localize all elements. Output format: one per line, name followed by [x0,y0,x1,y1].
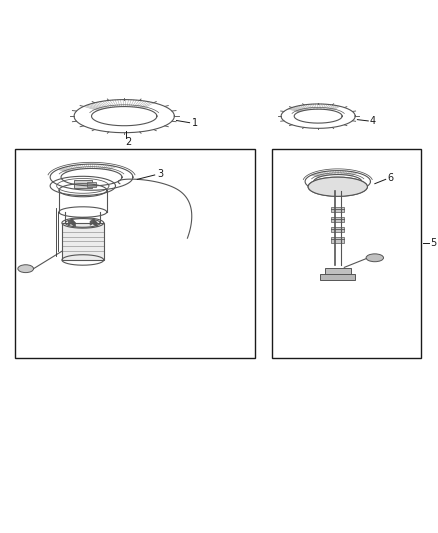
Text: 2: 2 [125,138,132,147]
Bar [74,180,92,188]
Bar [331,207,344,212]
Text: 4: 4 [370,116,376,126]
Bar [62,223,104,260]
Bar [331,227,344,232]
Ellipse shape [18,265,34,272]
Bar [15,149,255,358]
Bar [87,182,96,187]
Bar [331,217,344,222]
Bar [272,149,420,358]
Text: 6: 6 [387,173,393,183]
Text: 3: 3 [157,169,163,179]
Bar [325,268,351,276]
Bar [331,237,344,243]
Ellipse shape [308,177,367,196]
Text: 5: 5 [431,238,437,248]
Text: 1: 1 [192,118,198,128]
Ellipse shape [366,254,384,262]
Bar [320,274,355,280]
